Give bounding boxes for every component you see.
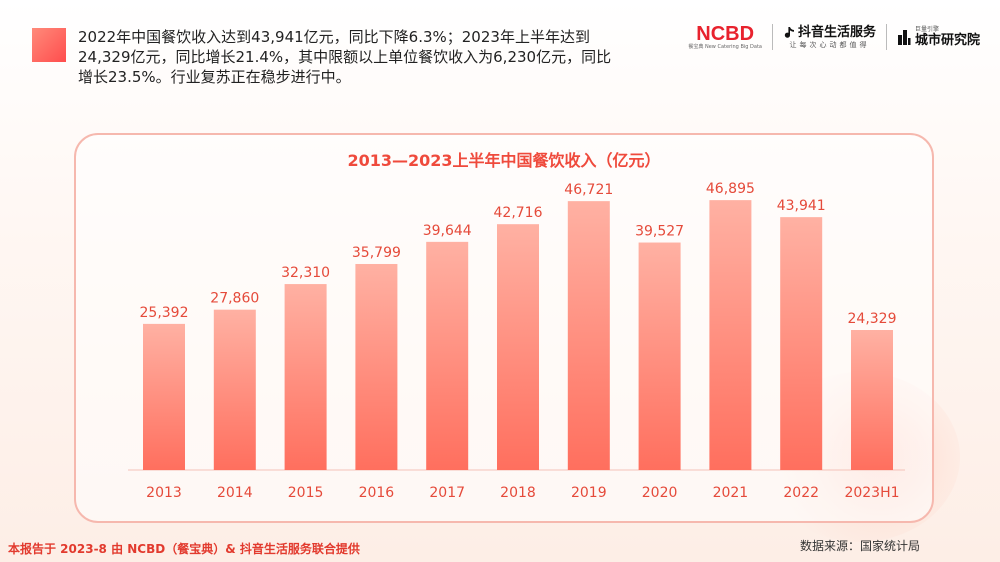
headline-line-2: 24,329亿元，同比增长21.4%，其中限额以上单位餐饮收入为6,230亿元，…	[78, 48, 612, 66]
headline-line-3: 增长23.5%。行业复苏正在稳步进行中。	[78, 68, 351, 86]
data-label-2019: 46,721	[564, 182, 613, 198]
data-label-2013: 25,392	[140, 305, 189, 321]
data-label-2021: 46,895	[706, 181, 755, 197]
bar-2015	[284, 284, 327, 470]
x-tick-2016: 2016	[359, 485, 395, 501]
logo-divider	[885, 24, 887, 50]
x-tick-2013: 2013	[146, 485, 182, 501]
bar-2022	[780, 217, 823, 470]
ncbd-logo: NCBD 餐宝典 New Catering Big Data	[688, 24, 762, 50]
bar-2021	[709, 200, 752, 470]
ncbd-logo-subtext: 餐宝典 New Catering Big Data	[688, 44, 762, 50]
bar-2018	[497, 224, 539, 470]
data-label-2018: 42,716	[494, 205, 543, 221]
city-logo-name: 城市研究院	[914, 33, 980, 48]
data-label-2023H1: 24,329	[848, 311, 897, 327]
x-tick-2022: 2022	[783, 485, 819, 501]
x-tick-2020: 2020	[642, 485, 678, 501]
x-tick-2014: 2014	[217, 485, 253, 501]
bar-2017	[426, 241, 469, 470]
douyin-logo-slogan: 让每次心动都值得	[789, 40, 870, 49]
x-tick-2018: 2018	[500, 485, 536, 501]
douyin-logo: 抖音生活服务 让每次心动都值得	[783, 25, 876, 50]
ncbd-logo-text: NCBD	[696, 23, 755, 45]
data-label-2017: 39,644	[423, 223, 472, 239]
x-tick-2023H1: 2023H1	[844, 485, 899, 501]
data-label-2016: 35,799	[352, 245, 401, 261]
x-tick-2017: 2017	[429, 485, 465, 501]
data-source: 数据来源：国家统计局	[799, 539, 920, 553]
logo-divider	[771, 24, 773, 50]
x-tick-2021: 2021	[713, 485, 749, 501]
bar-2020	[638, 242, 681, 470]
data-label-2014: 27,860	[210, 291, 259, 307]
bar-2019	[567, 201, 610, 471]
city-building-icon	[897, 30, 911, 45]
music-note-icon	[784, 26, 794, 38]
chart-title: 2013—2023上半年中国餐饮收入（亿元）	[347, 151, 661, 170]
x-tick-2019: 2019	[571, 485, 607, 501]
footer-credit: 本报告于 2023-8 由 NCBD（餐宝典）& 抖音生活服务联合提供	[8, 542, 360, 556]
logo-bar: NCBD 餐宝典 New Catering Big Data 抖音生活服务 让每…	[688, 22, 980, 52]
accent-square	[32, 28, 66, 62]
x-tick-2015: 2015	[288, 485, 324, 501]
bar-2023H1	[851, 329, 893, 470]
headline-text: 2022年中国餐饮收入达到43,941亿元，同比下降6.3%；2023年上半年达…	[78, 27, 678, 87]
data-label-2022: 43,941	[777, 198, 826, 214]
bar-2013	[143, 323, 185, 470]
douyin-logo-text: 抖音生活服务	[797, 24, 876, 40]
bar-2014	[213, 309, 256, 470]
city-logo-tiny: 巨量引擎	[914, 26, 939, 33]
bar-2016	[355, 263, 398, 470]
headline-line-1: 2022年中国餐饮收入达到43,941亿元，同比下降6.3%；2023年上半年达…	[78, 28, 590, 46]
data-label-2015: 32,310	[281, 265, 330, 281]
city-research-logo: 巨量引擎 城市研究院	[897, 26, 980, 48]
data-label-2020: 39,527	[635, 224, 684, 240]
